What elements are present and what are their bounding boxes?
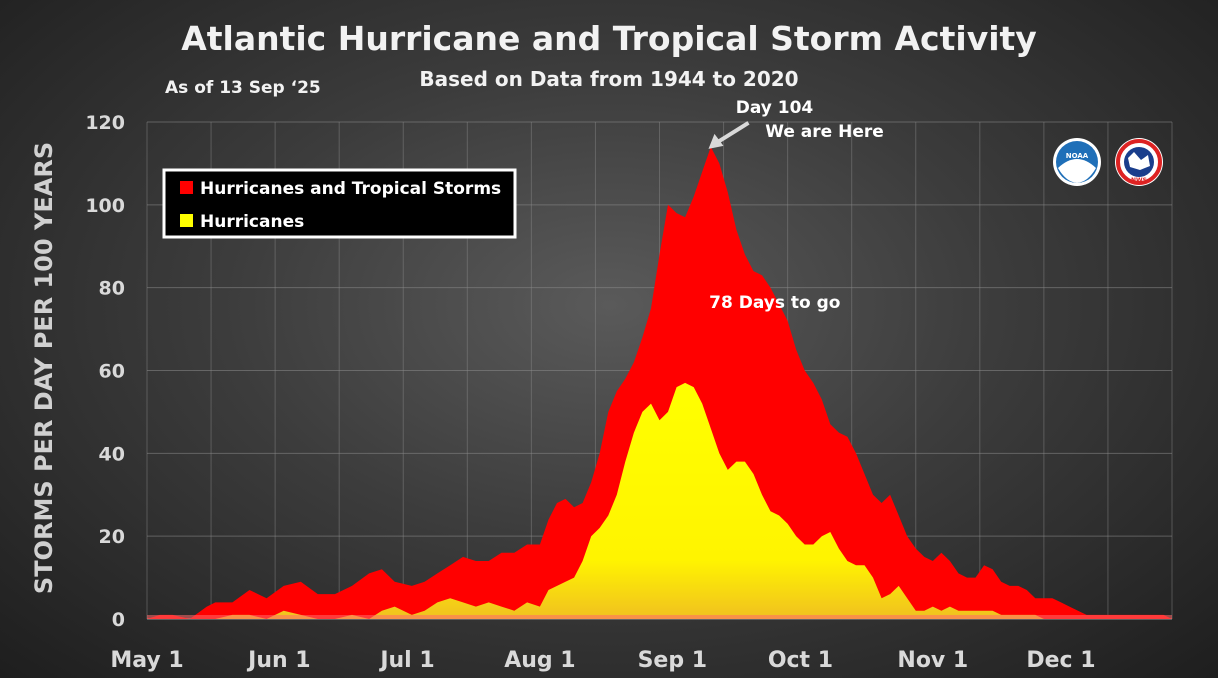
annotation-we-are-here: We are Here — [765, 122, 884, 142]
baseline-band — [147, 615, 1172, 619]
x-ticks: May 1 Jun 1 Jul 1 Aug 1 Sep 1 Oct 1 Nov 1 Dec 1 — [110, 648, 1095, 673]
y-tick-label-5: 100 — [85, 195, 125, 217]
y-ticks: 0 20 40 60 80 100 120 — [85, 112, 125, 631]
noaa-logo: NOAA — [1053, 138, 1101, 186]
series-area-storms — [147, 146, 1172, 619]
annotations: Day 104 We are Here 78 Days to go — [708, 98, 884, 313]
x-tick-label-7: Dec 1 — [1026, 648, 1095, 673]
here-arrow-shaft — [715, 121, 750, 145]
x-tick-label-6: Nov 1 — [897, 648, 968, 673]
legend-box — [162, 168, 517, 239]
nws-logo: NWS — [1115, 138, 1163, 186]
nws-logo-text: NWS — [1131, 177, 1147, 184]
y-tick-label-0: 0 — [112, 609, 125, 631]
x-tick-label-5: Oct 1 — [768, 648, 833, 673]
noaa-logo-text: NOAA — [1066, 152, 1089, 160]
y-tick-label-3: 60 — [99, 361, 125, 383]
x-tick-label-1: Jun 1 — [246, 648, 310, 673]
y-axis-label: STORMS PER DAY PER 100 YEARS — [30, 142, 58, 594]
x-tick-label-3: Aug 1 — [504, 648, 575, 673]
chart-subtitle: Based on Data from 1944 to 2020 — [419, 67, 798, 91]
y-tick-label-6: 120 — [85, 112, 125, 134]
legend-label-storms: Hurricanes and Tropical Storms — [200, 179, 501, 199]
x-tick-label-0: May 1 — [110, 648, 183, 673]
x-tick-label-4: Sep 1 — [638, 648, 707, 673]
legend-swatch-storms — [180, 181, 193, 194]
as-of-date: As of 13 Sep ‘25 — [165, 78, 321, 98]
chart-title: Atlantic Hurricane and Tropical Storm Ac… — [181, 19, 1037, 58]
x-tick-label-2: Jul 1 — [378, 648, 434, 673]
y-tick-label-1: 20 — [99, 526, 125, 548]
series-areas — [147, 146, 1172, 619]
annotation-days-to-go: 78 Days to go — [709, 293, 840, 313]
here-arrow-head — [708, 133, 724, 149]
annotation-day: Day 104 — [736, 98, 814, 118]
legend-label-hurricanes: Hurricanes — [200, 212, 304, 232]
y-tick-label-2: 40 — [99, 443, 125, 465]
legend: Hurricanes and Tropical Storms Hurricane… — [162, 168, 517, 239]
y-tick-label-4: 80 — [99, 278, 125, 300]
legend-swatch-hurricanes — [180, 214, 193, 227]
series-area-hurricanes — [147, 382, 1172, 619]
